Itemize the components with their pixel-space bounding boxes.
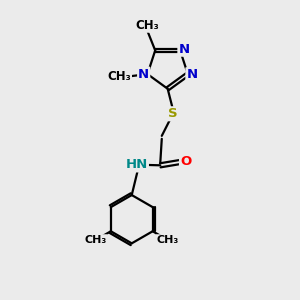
Text: CH₃: CH₃ [156, 235, 178, 245]
Text: N: N [186, 68, 197, 81]
Text: N: N [138, 68, 149, 81]
Text: H: H [125, 157, 136, 170]
Text: CH₃: CH₃ [135, 19, 159, 32]
Text: HN: HN [126, 158, 148, 171]
Text: N: N [136, 158, 148, 171]
Text: S: S [168, 107, 178, 120]
Text: O: O [180, 155, 191, 168]
Text: CH₃: CH₃ [85, 235, 107, 245]
Text: N: N [178, 43, 190, 56]
Text: CH₃: CH₃ [108, 70, 131, 83]
